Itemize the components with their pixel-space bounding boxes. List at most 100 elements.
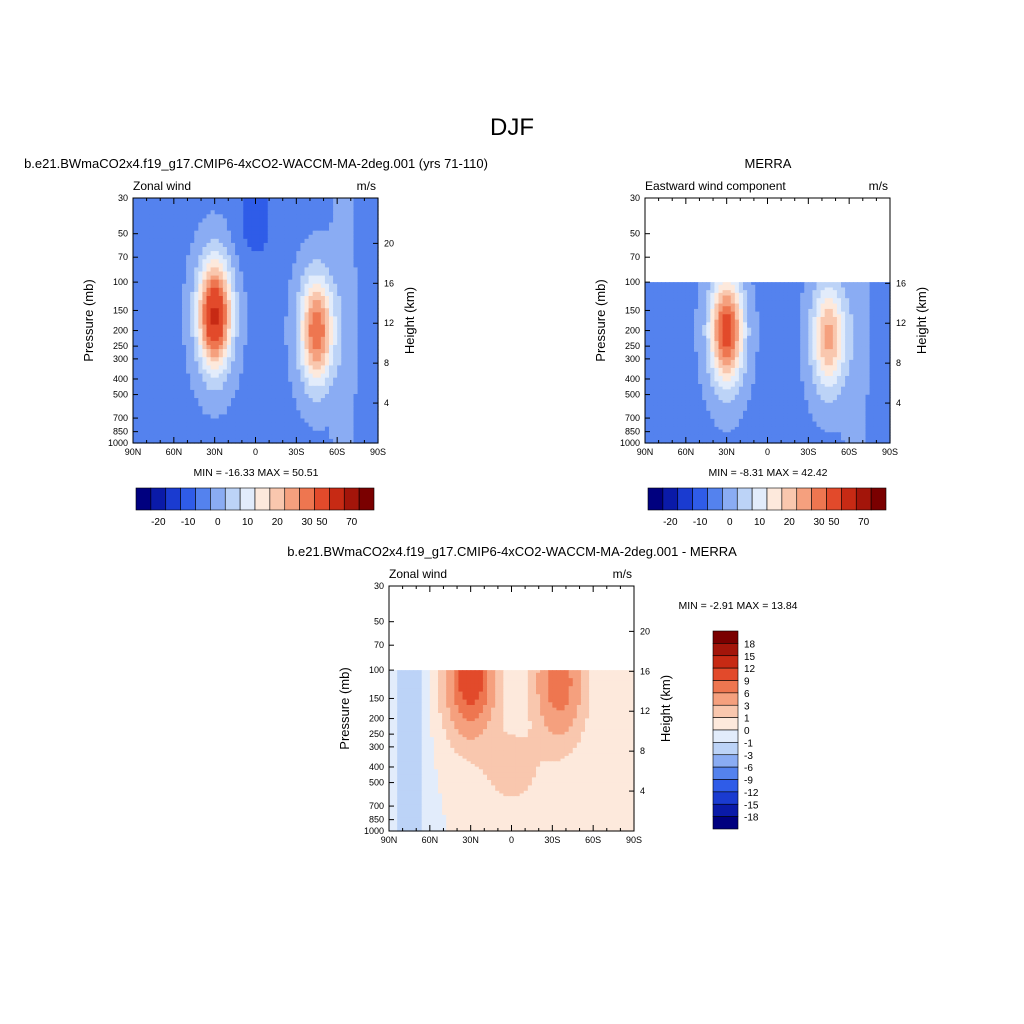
field-cell <box>320 304 326 309</box>
field-cell <box>316 206 322 211</box>
field-cell <box>218 324 224 330</box>
field-cell <box>149 259 155 264</box>
field-cell <box>235 218 240 224</box>
field-cell <box>182 377 187 383</box>
field-cell <box>312 377 318 383</box>
field-cell <box>308 271 314 277</box>
field-cell <box>357 210 363 215</box>
field-cell <box>243 308 248 313</box>
field-cell <box>706 292 711 297</box>
field-cell <box>361 202 367 207</box>
field-cell <box>726 290 732 294</box>
field-cell <box>243 410 248 416</box>
field-cell <box>738 303 744 307</box>
field-cell <box>153 377 159 383</box>
field-cell <box>324 206 330 211</box>
field-cell <box>812 298 818 302</box>
field-cell <box>194 316 199 322</box>
field-cell <box>259 398 265 403</box>
field-cell <box>775 322 781 326</box>
field-cell <box>182 357 187 362</box>
field-cell <box>173 414 179 420</box>
field-cell <box>165 385 171 391</box>
field-cell <box>292 434 297 440</box>
field-cell <box>771 314 777 318</box>
field-cell <box>177 218 183 224</box>
field-cell <box>141 279 146 285</box>
field-cell <box>275 398 281 403</box>
field-cell <box>312 328 318 334</box>
field-cell <box>681 316 687 321</box>
field-cell <box>145 214 150 220</box>
field-cell <box>133 389 138 395</box>
field-cell <box>161 259 167 264</box>
field-cell <box>194 406 199 411</box>
field-cell <box>792 290 797 294</box>
field-cell <box>251 230 257 236</box>
field-cell <box>280 259 285 264</box>
field-cell <box>849 292 854 297</box>
field-cell <box>345 202 351 207</box>
field-cell <box>865 325 871 329</box>
field-cell <box>190 198 195 203</box>
field-cell <box>137 259 142 264</box>
field-cell <box>300 316 306 322</box>
field-cell <box>304 402 310 407</box>
field-cell <box>300 242 306 248</box>
field-cell <box>841 314 846 318</box>
field-cell <box>157 340 163 346</box>
field-cell <box>141 259 146 264</box>
field-cell <box>190 361 195 367</box>
field-cell <box>300 410 306 416</box>
field-cell <box>141 283 146 289</box>
field-cell <box>247 291 253 297</box>
field-cell <box>653 284 658 289</box>
field-cell <box>645 319 650 323</box>
field-cell <box>218 426 224 432</box>
field-cell <box>275 210 281 215</box>
field-cell <box>145 242 150 248</box>
field-cell <box>202 402 208 407</box>
field-cell <box>349 406 355 411</box>
field-cell <box>263 218 269 224</box>
field-cell <box>145 385 150 391</box>
field-cell <box>173 251 179 256</box>
field-cell <box>239 296 244 301</box>
field-cell <box>214 418 220 424</box>
field-cell <box>673 319 679 323</box>
field-cell <box>275 304 281 309</box>
field-cell <box>804 284 809 289</box>
x-tick-label: 30S <box>288 447 304 457</box>
field-cell <box>320 402 326 407</box>
field-cell <box>857 311 863 315</box>
field-cell <box>329 271 334 277</box>
field-cell <box>714 282 720 286</box>
field-cell <box>271 320 277 326</box>
field-cell <box>161 324 167 330</box>
field-cell <box>308 398 314 403</box>
field-cell <box>300 422 306 428</box>
field-cell <box>653 298 658 302</box>
field-cell <box>161 365 167 371</box>
field-cell <box>149 242 155 248</box>
field-cell <box>214 438 220 444</box>
field-cell <box>161 247 167 252</box>
field-cell <box>173 418 179 424</box>
field-cell <box>333 202 338 207</box>
field-cell <box>239 414 244 420</box>
field-cell <box>210 365 216 371</box>
field-cell <box>251 369 257 375</box>
field-cell <box>141 218 146 224</box>
field-cell <box>284 247 289 252</box>
field-cell <box>275 438 281 444</box>
field-cell <box>190 345 195 350</box>
field-cell <box>357 398 363 403</box>
field-cell <box>267 259 273 264</box>
field-cell <box>365 202 371 207</box>
colorbar-box <box>180 487 196 511</box>
field-cell <box>165 373 171 379</box>
field-cell <box>787 300 793 305</box>
field-cell <box>787 325 793 329</box>
field-cell <box>333 369 338 375</box>
field-cell <box>169 283 175 289</box>
